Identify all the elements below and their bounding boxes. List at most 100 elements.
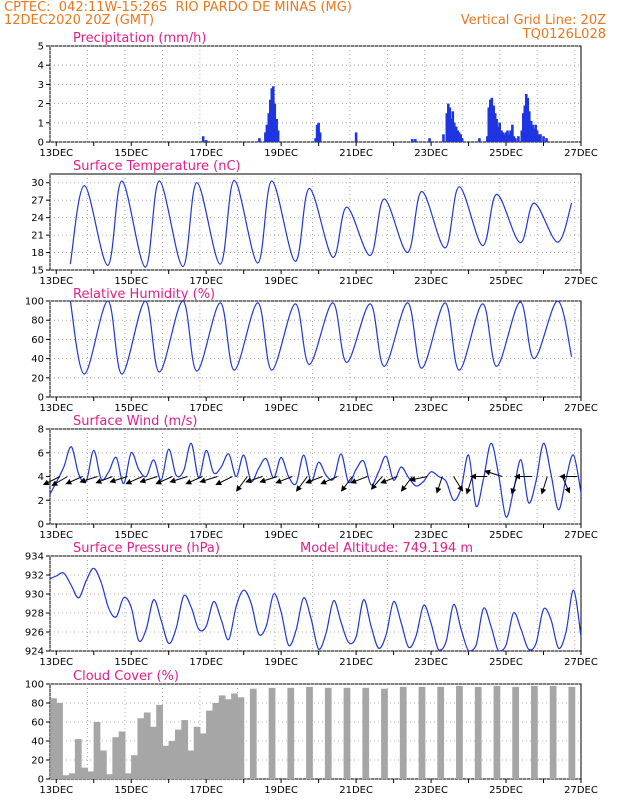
panel-title: Surface Wind (m/s) xyxy=(73,414,197,429)
x-date-label: 27DEC xyxy=(564,530,598,541)
panel-title: Cloud Cover (%) xyxy=(73,669,179,684)
x-date-label: 17DEC xyxy=(189,403,223,414)
cloud-bar xyxy=(231,693,238,779)
precip-bar xyxy=(531,124,534,142)
precip-bar xyxy=(411,139,414,142)
precip-bar xyxy=(527,111,531,142)
cloud-bar xyxy=(68,773,76,779)
x-date-label: 15DEC xyxy=(114,785,148,796)
cloud-bar xyxy=(531,685,538,779)
precip-bar xyxy=(504,132,508,142)
precip-bar xyxy=(454,126,458,142)
cloud-bar xyxy=(50,698,57,779)
cloud-bar xyxy=(174,729,182,779)
precip-bar xyxy=(492,105,495,142)
x-date-label: 21DEC xyxy=(339,403,373,414)
x-date-label: 25DEC xyxy=(489,530,523,541)
cloud-bar xyxy=(218,695,226,779)
panel-frame xyxy=(49,683,582,780)
precip-bar xyxy=(315,124,319,142)
panel-cloud: 0 20 40 60 80 100 13DEC 15DEC 17DEC 19DEC 21DEC 23D… xyxy=(25,669,598,796)
cloud-bar xyxy=(168,741,176,779)
cloud-bar xyxy=(287,687,295,779)
wind-arrow xyxy=(380,476,398,484)
wind-arrow xyxy=(275,476,293,484)
wind-arrow xyxy=(465,476,473,495)
wind-arrow xyxy=(65,476,83,485)
x-date-label: 21DEC xyxy=(339,276,373,287)
wind-arrow xyxy=(51,476,68,487)
x-date-label: 23DEC xyxy=(414,276,448,287)
x-date-label: 13DEC xyxy=(39,530,73,541)
precip-bar xyxy=(450,118,453,142)
panel-wind: 0 2 4 6 8 13DEC 15DEC 17DEC 19DEC 21DEC 23DEC 25DEC… xyxy=(38,414,598,541)
y-tick-label: 8 xyxy=(38,425,44,436)
y-tick-label: 18 xyxy=(31,248,44,259)
cloud-bar xyxy=(512,686,520,779)
precip-bar xyxy=(532,128,536,142)
x-date-label: 27DEC xyxy=(564,148,598,159)
x-date-label: 13DEC xyxy=(39,276,73,287)
precip-bar xyxy=(524,94,528,142)
cloud-bar xyxy=(93,722,101,779)
wind-arrow xyxy=(245,476,263,484)
y-tick-label: 934 xyxy=(25,552,44,563)
y-tick-label: 100 xyxy=(25,680,44,691)
precip-bar xyxy=(523,105,527,142)
precip-bar xyxy=(520,130,524,142)
y-tick-label: 24 xyxy=(31,213,44,224)
cloud-bar xyxy=(74,739,82,779)
precip-bar xyxy=(456,130,459,142)
cloud-bar xyxy=(237,697,245,779)
x-date-label: 13DEC xyxy=(39,657,73,668)
precip-bar xyxy=(511,124,514,142)
x-date-label: 23DEC xyxy=(414,785,448,796)
y-tick-label: 20 xyxy=(31,373,44,384)
precip-bar xyxy=(542,136,545,142)
series-line-wind xyxy=(49,442,582,518)
precip-bar xyxy=(448,107,452,142)
series-line-pres xyxy=(49,567,582,652)
precip-bar xyxy=(276,130,280,142)
series-line-rh xyxy=(69,300,573,375)
y-tick-label: 926 xyxy=(25,628,44,639)
precip-bar xyxy=(534,124,537,142)
y-tick-label: 60 xyxy=(31,718,44,729)
y-tick-label: 1 xyxy=(38,118,44,129)
header-model-id: TQ0126L028 xyxy=(522,27,606,42)
wind-arrow xyxy=(259,476,278,484)
precip-bar xyxy=(503,134,506,142)
precip-bar xyxy=(273,103,277,142)
wind-arrow xyxy=(215,476,233,486)
cloud-bar xyxy=(125,773,132,779)
panel-precip: 0 1 2 3 4 5 13DEC 15DEC 17DEC 19DEC 21DEC 23DEC 25DE… xyxy=(38,31,598,159)
precip-bar xyxy=(500,130,503,142)
y-tick-label: 40 xyxy=(31,737,44,748)
precip-bar xyxy=(537,134,541,142)
panel-title: Relative Humidity (%) xyxy=(73,287,215,302)
cloud-bar xyxy=(418,686,426,779)
cloud-bar xyxy=(87,771,95,779)
precip-bar xyxy=(317,122,320,142)
precip-bar xyxy=(539,134,542,142)
y-tick-label: 20 xyxy=(31,756,44,767)
x-date-label: 15DEC xyxy=(114,403,148,414)
precip-bar xyxy=(451,111,455,142)
precip-bar xyxy=(487,107,491,142)
x-date-label: 25DEC xyxy=(489,276,523,287)
precip-bar xyxy=(201,136,205,142)
y-tick-label: 40 xyxy=(31,354,44,365)
x-date-label: 17DEC xyxy=(189,657,223,668)
precip-bar xyxy=(354,132,358,142)
x-date-label: 19DEC xyxy=(264,785,298,796)
precip-bar xyxy=(428,138,431,142)
precip-bar xyxy=(318,132,322,142)
precip-bar xyxy=(521,113,525,142)
cloud-bar xyxy=(62,775,70,779)
precip-bar xyxy=(265,124,269,142)
x-date-label: 21DEC xyxy=(339,530,373,541)
cloud-bar xyxy=(437,686,445,779)
y-tick-label: 2 xyxy=(38,496,44,507)
x-date-label: 17DEC xyxy=(189,530,223,541)
x-date-label: 17DEC xyxy=(189,785,223,796)
